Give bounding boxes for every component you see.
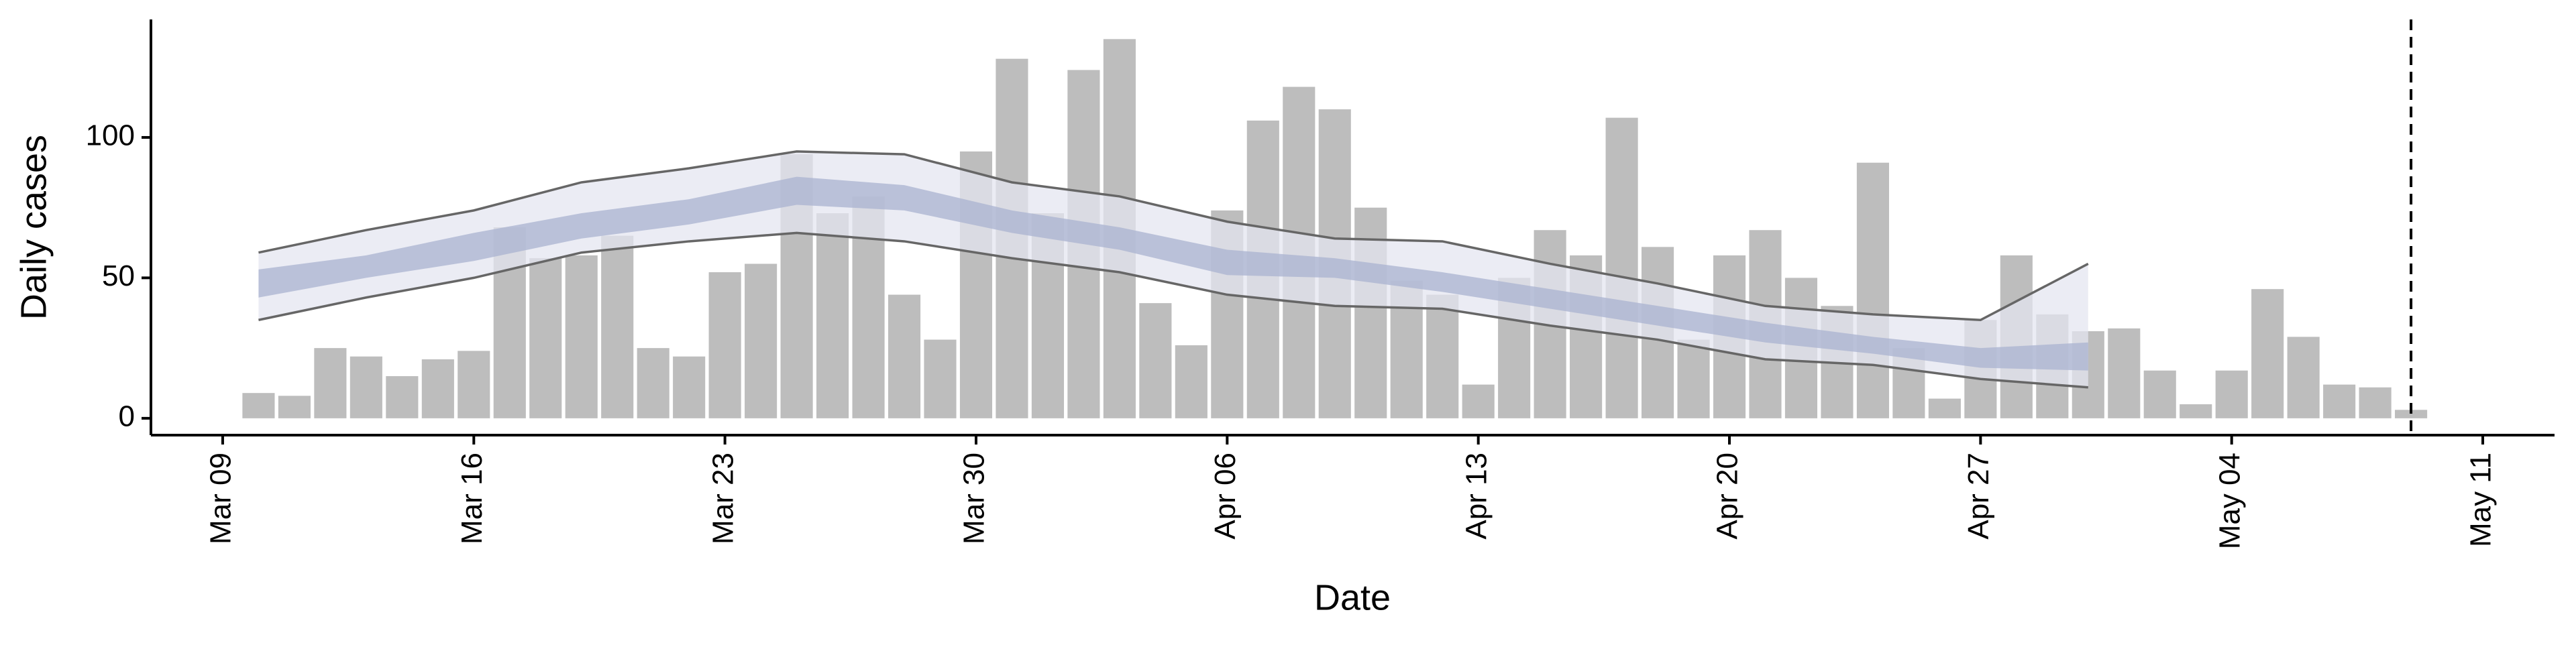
bar [924,339,957,418]
bar [1677,339,1710,418]
bar [1175,345,1208,418]
bar [2251,289,2284,418]
bar [673,356,706,418]
x-tick-label: Apr 20 [1711,453,1744,540]
bar [601,235,634,418]
x-tick-label: Apr 13 [1460,453,1493,540]
bar [386,376,419,418]
bar [529,258,562,418]
y-axis-title: Daily cases [13,135,54,320]
bar [816,213,849,418]
bar [1462,384,1495,418]
bar [2395,410,2428,418]
bar [242,393,275,418]
x-tick-label: Mar 23 [706,453,739,544]
bar [888,294,921,418]
y-tick-label: 50 [102,259,135,292]
band-upper-line [258,150,2089,322]
bar [637,348,669,418]
x-tick-label: Apr 06 [1209,453,1242,540]
band-lower-line [258,231,2088,389]
bar [278,396,311,418]
bar [2287,337,2320,418]
bar [745,263,777,418]
bar [2323,384,2356,418]
bar [2180,404,2212,418]
bar [1426,294,1459,418]
x-tick-label: Mar 16 [455,453,488,544]
x-axis-title: Date [1314,577,1391,617]
bar [2143,370,2176,418]
x-tick-label: Mar 09 [205,453,237,544]
x-tick-label: Mar 30 [958,453,991,544]
bar [458,351,490,418]
bar [314,348,347,418]
bar [1928,398,1961,418]
x-tick-label: Apr 27 [1962,453,1995,540]
bar [2215,370,2248,418]
bar [2359,387,2392,418]
bar [1856,162,1889,418]
bar [1605,117,1638,418]
band [258,176,2088,371]
bar [708,272,741,418]
bar [565,255,598,418]
bar [2108,328,2141,418]
bar [421,359,454,418]
y-tick-label: 100 [86,119,135,152]
x-tick-label: May 11 [2465,453,2498,547]
bar [1139,303,1172,418]
bar [350,356,382,418]
x-tick-label: May 04 [2213,453,2246,549]
y-tick-label: 0 [119,400,135,432]
